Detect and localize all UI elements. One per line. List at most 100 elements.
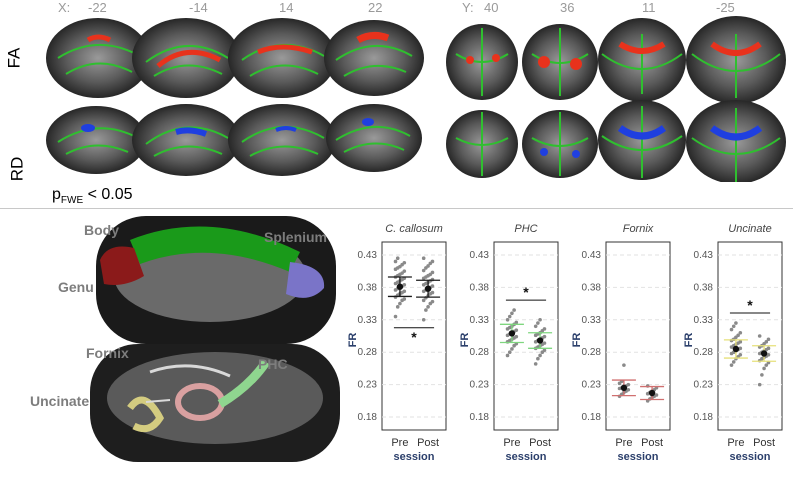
y-axis-label-fornix: FR — [571, 333, 583, 348]
mean-point-c-callosum — [396, 283, 404, 290]
x-tick-label-phc: Post — [529, 437, 551, 449]
data-point-c-callosum — [421, 298, 426, 303]
data-point-c-callosum — [402, 289, 407, 294]
data-point-c-callosum — [430, 259, 435, 264]
x-tick-label-fornix: Post — [641, 437, 663, 449]
data-point-phc — [505, 353, 510, 358]
threshold-label: pFWE < 0.05 — [52, 186, 133, 206]
x-coord-3: 14 — [279, 0, 294, 15]
data-point-uncinate — [762, 366, 766, 371]
data-point-c-callosum — [430, 284, 435, 288]
y-tick-label-c-callosum: 0.38 — [358, 282, 378, 293]
data-point-uncinate — [736, 333, 740, 338]
x-coord-1: -22 — [88, 0, 107, 15]
y-axis-label-c-callosum: FR — [347, 333, 359, 348]
data-point-uncinate — [760, 373, 764, 377]
data-point-uncinate — [729, 327, 734, 332]
label-phc: PHC — [258, 356, 288, 372]
sagittal-fa-row — [46, 18, 424, 98]
y-axis-label-phc: FR — [459, 333, 471, 348]
data-point-uncinate — [766, 346, 771, 351]
panel-divider — [0, 208, 793, 209]
data-point-phc — [514, 334, 519, 339]
data-point-uncinate — [734, 321, 738, 325]
data-point-phc — [510, 311, 514, 316]
y-coord-4: -25 — [716, 0, 735, 15]
label-genu: Genu — [58, 279, 94, 295]
data-point-uncinate — [738, 330, 743, 335]
data-point-phc — [536, 356, 540, 361]
y-coord-2: 36 — [560, 0, 575, 15]
data-point-phc — [538, 317, 542, 322]
data-point-phc — [507, 314, 512, 319]
data-point-c-callosum — [430, 270, 435, 275]
significance-star-c-callosum: * — [411, 329, 417, 345]
y-tick-label-fornix: 0.28 — [582, 347, 602, 358]
y-tick-label-fornix: 0.38 — [582, 282, 602, 293]
panel-title-uncinate: Uncinate — [728, 223, 771, 235]
data-point-phc — [507, 350, 512, 355]
data-point-uncinate — [738, 353, 743, 357]
data-point-fornix — [626, 382, 631, 387]
data-point-uncinate — [731, 324, 736, 329]
row-label-fa: FA — [4, 47, 24, 69]
data-point-c-callosum — [398, 301, 402, 306]
mean-point-fornix — [620, 384, 628, 392]
panel-title-phc: PHC — [514, 223, 537, 235]
y-tick-label-uncinate: 0.18 — [694, 412, 714, 423]
y-tick-label-uncinate: 0.28 — [694, 347, 714, 358]
data-point-uncinate — [729, 363, 734, 367]
plot-frame-c-callosum — [381, 241, 447, 431]
data-point-fornix — [654, 393, 659, 397]
x-axis-label-c-callosum: session — [394, 451, 435, 463]
row-label-rd: RD — [7, 156, 27, 182]
mean-point-uncinate — [760, 350, 768, 357]
y-tick-label-phc: 0.18 — [470, 412, 490, 423]
data-point-c-callosum — [424, 308, 428, 312]
data-point-c-callosum — [426, 264, 430, 268]
data-point-c-callosum — [421, 268, 426, 273]
data-point-c-callosum — [430, 290, 435, 295]
x-tick-label-fornix: Pre — [615, 437, 632, 449]
data-point-phc — [510, 347, 514, 351]
y-tick-label-phc: 0.28 — [470, 347, 490, 358]
threshold-subscript: FWE — [60, 195, 84, 207]
coronal-fa-row — [446, 16, 786, 104]
fr-plots: C. callosum 0.18 0.23 0.28 0.33 0.38 0.43 FR Pre… — [347, 223, 783, 463]
x-tick-label-uncinate: Post — [753, 437, 775, 449]
mean-point-fornix — [648, 389, 656, 397]
data-point-uncinate — [738, 346, 743, 351]
data-point-c-callosum — [395, 305, 400, 309]
coronal-rd-row — [446, 100, 786, 182]
label-fornix: Fornix — [86, 345, 129, 361]
panel-title-c-callosum: C. callosum — [385, 223, 442, 235]
x-tick-label-c-callosum: Pre — [391, 437, 408, 449]
data-point-phc — [514, 328, 519, 332]
data-point-fornix — [622, 363, 626, 367]
data-point-c-callosum — [393, 314, 398, 319]
y-coord-prefix: Y: — [462, 0, 474, 15]
y-coord-3: 11 — [642, 0, 656, 15]
y-tick-label-fornix: 0.43 — [582, 250, 602, 261]
y-tick-label-phc: 0.33 — [470, 315, 490, 326]
data-point-phc — [542, 334, 547, 339]
x-axis-label-phc: session — [506, 451, 547, 463]
plot-frame-fornix — [605, 241, 671, 431]
data-point-phc — [533, 324, 538, 329]
y-tick-label-c-callosum: 0.28 — [358, 347, 378, 358]
plot-frame-uncinate — [717, 241, 783, 431]
plot-frame-phc — [493, 241, 559, 431]
y-tick-label-fornix: 0.33 — [582, 315, 602, 326]
data-point-c-callosum — [430, 299, 435, 304]
x-tick-label-uncinate: Pre — [727, 437, 744, 449]
y-axis-label-uncinate: FR — [683, 333, 695, 348]
tract-illustration — [90, 216, 340, 462]
significance-star-phc: * — [523, 284, 529, 300]
y-tick-label-c-callosum: 0.18 — [358, 412, 378, 423]
data-point-uncinate — [766, 353, 771, 357]
x-axis-label-fornix: session — [618, 451, 659, 463]
y-tick-label-fornix: 0.18 — [582, 412, 602, 423]
data-point-phc — [505, 317, 510, 322]
y-tick-label-phc: 0.38 — [470, 282, 490, 293]
data-point-uncinate — [757, 334, 762, 338]
